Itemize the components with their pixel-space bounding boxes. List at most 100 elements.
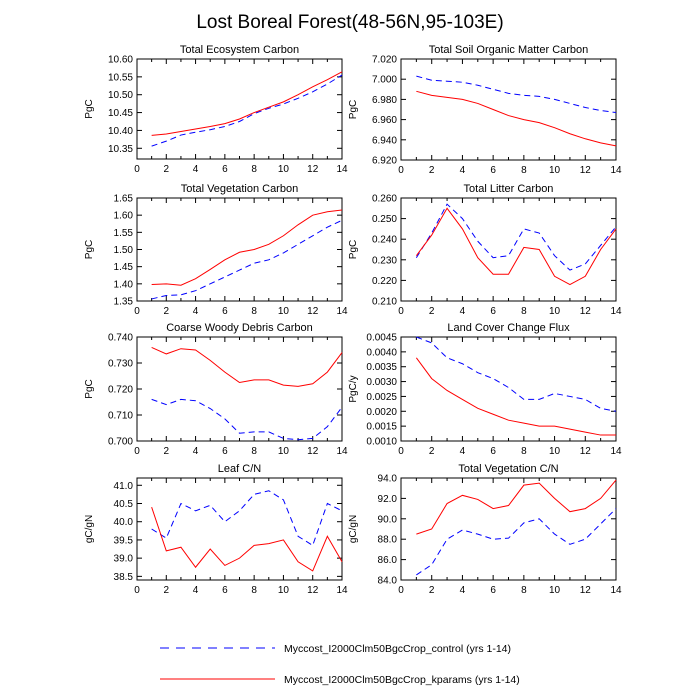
series-kparams-line (151, 71, 343, 136)
y-axis-label: PgC (84, 99, 95, 118)
x-tick-label: 10 (549, 585, 561, 596)
series-kparams-line (151, 506, 343, 572)
x-tick-label: 0 (398, 165, 404, 176)
panels-group: Total Ecosystem Carbon 0 2 4 6 8 10 12 14 10.35 10… (84, 44, 622, 596)
x-tick-label: 4 (460, 306, 466, 317)
x-tick-label: 6 (490, 306, 496, 317)
x-tick-label: 4 (193, 585, 199, 596)
chart-panel-total-litter-carbon: Total Litter Carbon 0 2 4 6 8 10 12 14 0.210 0.220… (348, 183, 622, 317)
x-tick-label: 8 (521, 165, 527, 176)
x-tick-label: 12 (580, 446, 592, 457)
x-tick-label: 4 (460, 585, 466, 596)
x-tick-label: 14 (610, 585, 622, 596)
y-tick-label: 0.250 (372, 214, 397, 225)
x-tick-label: 4 (460, 165, 466, 176)
y-tick-label: 10.50 (108, 90, 133, 101)
y-axis-label: PgC (348, 240, 359, 259)
x-tick-label: 10 (278, 585, 290, 596)
y-tick-label: 38.5 (114, 572, 134, 583)
x-tick-label: 0 (398, 585, 404, 596)
x-tick-label: 8 (251, 585, 257, 596)
series-kparams-line (151, 209, 343, 286)
series-control-line (151, 74, 343, 147)
y-tick-label: 94.0 (378, 474, 398, 485)
y-tick-label: 7.020 (372, 55, 397, 66)
y-tick-label: 0.0030 (366, 377, 397, 388)
y-tick-label: 39.5 (114, 535, 134, 546)
y-tick-label: 0.210 (372, 297, 397, 308)
series-control-line (416, 75, 617, 114)
x-tick-label: 4 (193, 306, 199, 317)
x-tick-label: 6 (490, 165, 496, 176)
x-tick-label: 8 (521, 585, 527, 596)
series-control-line (151, 219, 343, 300)
x-tick-label: 0 (398, 306, 404, 317)
x-tick-label: 6 (222, 585, 228, 596)
chart-panel-total-vegetation-carbon: Total Vegetation Carbon 0 2 4 6 8 10 12 14 1.35 1.… (84, 183, 348, 317)
x-tick-label: 0 (398, 446, 404, 457)
x-tick-label: 14 (336, 585, 348, 596)
x-tick-label: 12 (580, 585, 592, 596)
y-axis-label: PgC (348, 100, 359, 119)
x-tick-label: 12 (307, 306, 319, 317)
x-tick-label: 12 (580, 306, 592, 317)
y-tick-label: 0.0040 (366, 347, 397, 358)
x-tick-label: 10 (549, 446, 561, 457)
figure-title: Lost Boreal Forest(48-56N,95-103E) (196, 12, 503, 33)
y-tick-label: 0.0015 (366, 422, 397, 433)
series-control-line (415, 203, 617, 271)
series-kparams-line (416, 479, 617, 535)
x-tick-label: 2 (164, 585, 170, 596)
y-tick-label: 0.730 (108, 359, 133, 370)
x-tick-label: 12 (307, 164, 319, 175)
y-tick-label: 41.0 (114, 481, 134, 492)
x-tick-label: 4 (193, 446, 199, 457)
x-tick-label: 12 (580, 165, 592, 176)
x-tick-label: 6 (490, 585, 496, 596)
series-kparams-line (416, 90, 617, 147)
x-tick-label: 12 (307, 585, 319, 596)
y-tick-label: 40.0 (114, 517, 134, 528)
x-tick-label: 2 (429, 165, 435, 176)
y-tick-label: 6.960 (372, 115, 397, 126)
x-tick-label: 4 (193, 164, 199, 175)
x-tick-label: 14 (336, 446, 348, 457)
y-tick-label: 39.0 (114, 554, 134, 565)
series-kparams-line (415, 207, 617, 286)
x-tick-label: 2 (429, 585, 435, 596)
x-tick-label: 10 (278, 164, 290, 175)
x-tick-label: 0 (134, 164, 140, 175)
y-axis-label: gC/gN (348, 515, 359, 543)
plot-frame (136, 58, 343, 160)
y-tick-label: 0.0020 (366, 407, 397, 418)
x-tick-label: 0 (134, 446, 140, 457)
chart-panel-total-ecosystem-carbon: Total Ecosystem Carbon 0 2 4 6 8 10 12 14 10.35 10… (84, 44, 348, 175)
series-control-line (416, 508, 617, 576)
x-tick-label: 4 (460, 446, 466, 457)
chart-title: Total Litter Carbon (464, 183, 554, 195)
chart-title: Total Ecosystem Carbon (180, 44, 299, 56)
series-control-line (151, 398, 343, 441)
x-tick-label: 10 (549, 306, 561, 317)
y-tick-label: 0.240 (372, 235, 397, 246)
y-tick-label: 0.740 (108, 333, 133, 344)
y-tick-label: 0.0045 (366, 333, 397, 344)
plot-frame (136, 197, 343, 302)
x-tick-label: 6 (222, 164, 228, 175)
chart-title: Total Vegetation Carbon (181, 183, 298, 195)
y-tick-label: 0.0035 (366, 362, 397, 373)
x-tick-label: 14 (336, 164, 348, 175)
plot-frame (400, 336, 617, 442)
y-tick-label: 0.710 (108, 411, 133, 422)
x-tick-label: 8 (521, 446, 527, 457)
x-tick-label: 10 (549, 165, 561, 176)
legend-label-control: Myccost_I2000Clm50BgcCrop_control (yrs 1… (284, 643, 511, 655)
chart-panel-coarse-woody-debris-carbon: Coarse Woody Debris Carbon 0 2 4 6 8 10 12 14 0.7… (84, 322, 348, 457)
y-tick-label: 6.980 (372, 95, 397, 106)
y-tick-label: 7.000 (372, 75, 397, 86)
series-control-line (416, 336, 617, 412)
y-tick-label: 92.0 (378, 494, 398, 505)
x-tick-label: 8 (521, 306, 527, 317)
y-axis-label: PgC/y (348, 375, 359, 402)
y-tick-label: 1.50 (114, 245, 134, 256)
